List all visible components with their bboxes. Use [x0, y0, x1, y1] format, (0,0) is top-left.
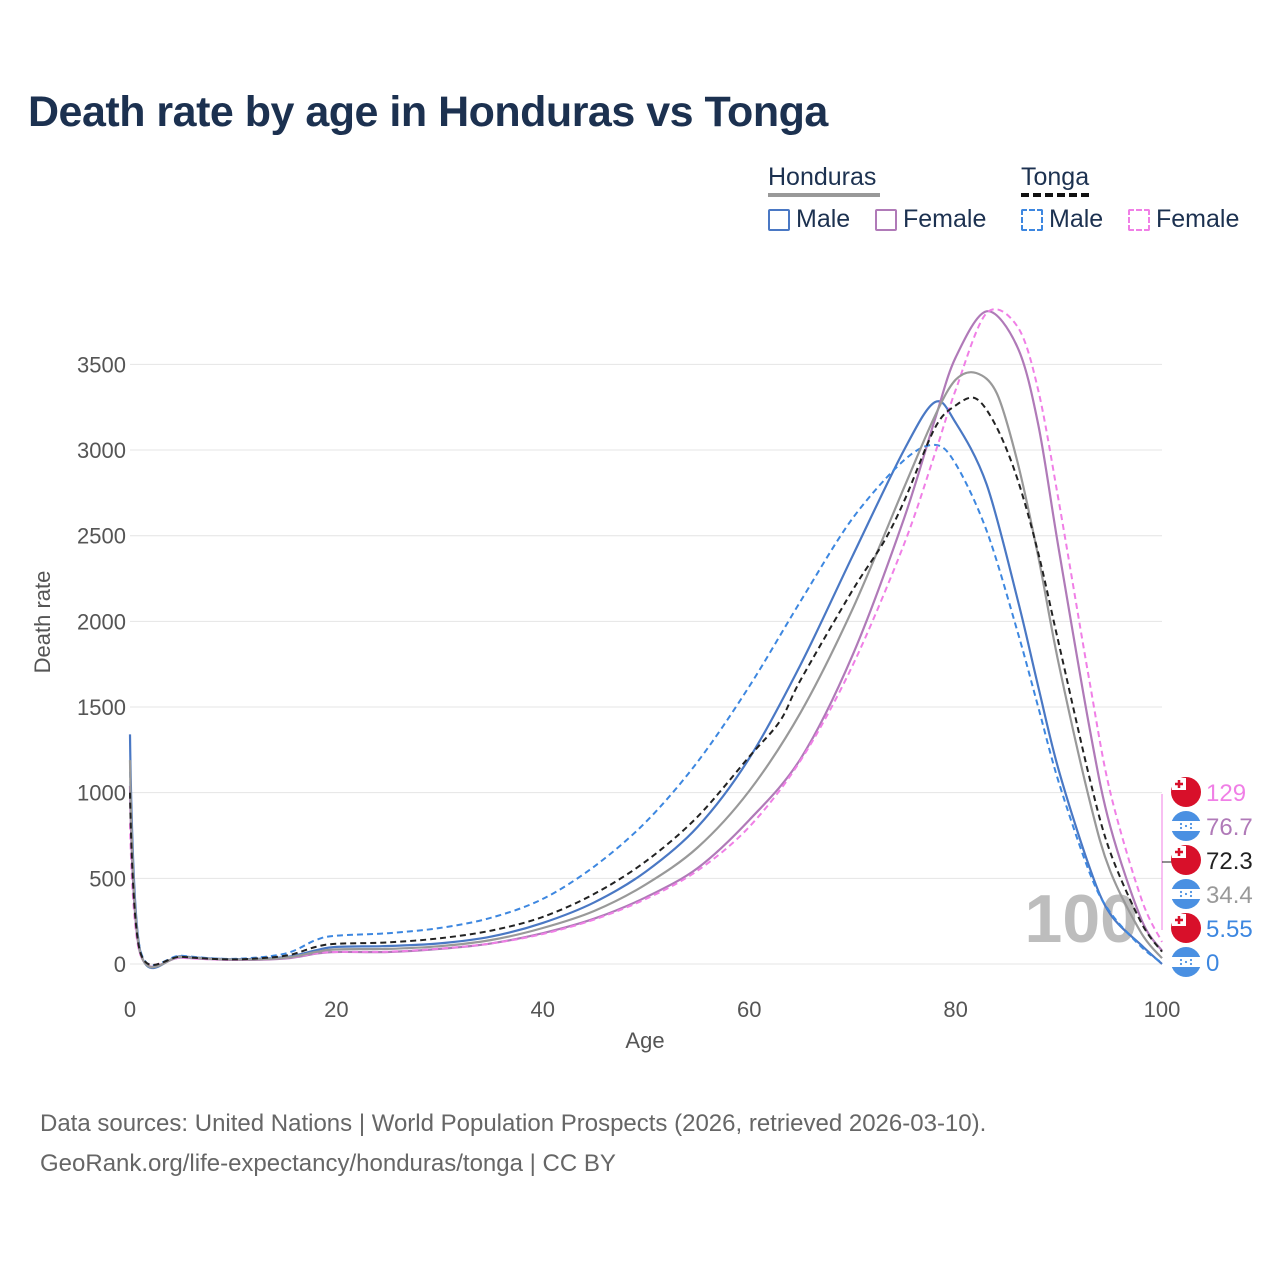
y-tick-label: 1000 [77, 781, 126, 806]
y-tick-label: 3000 [77, 438, 126, 463]
x-axis-title: Age [625, 1028, 664, 1053]
end-label-value: 76.7 [1206, 814, 1253, 841]
legend-item-tonga-male[interactable]: Male [1021, 205, 1103, 234]
legend-line-tonga [1021, 193, 1089, 197]
y-tick-label: 500 [89, 866, 126, 891]
legend-swatch-honduras-female [875, 208, 897, 231]
footer-link[interactable]: GeoRank.org/life-expectancy/honduras/ton… [40, 1150, 616, 1177]
end-label-honduras: 0 [1171, 947, 1219, 977]
end-label-value: 129 [1206, 780, 1246, 807]
x-tick-label: 60 [737, 997, 761, 1022]
tonga-flag-cross [1175, 848, 1183, 856]
end-label-tonga: 5.55 [1171, 913, 1253, 943]
x-tick-label: 0 [124, 997, 136, 1022]
honduras-flag-star [1184, 824, 1188, 828]
series-line-tonga-male [129, 443, 1163, 967]
legend-group-tonga[interactable]: Tonga [1021, 163, 1089, 197]
honduras-flag-star [1179, 958, 1183, 962]
x-tick-label: 100 [1144, 997, 1181, 1022]
y-tick-label: 2500 [77, 524, 126, 549]
series-lines [128, 308, 1163, 970]
honduras-flag-star [1179, 962, 1183, 966]
end-label-value: 34.4 [1206, 882, 1253, 909]
honduras-flag-star [1189, 962, 1193, 966]
end-labels: 129 76.7 72.3 34.4 5.55 0 [1161, 777, 1253, 977]
x-tick-label: 20 [324, 997, 348, 1022]
honduras-flag-star [1189, 894, 1193, 898]
legend-line-honduras [768, 193, 880, 197]
honduras-flag-star [1184, 892, 1188, 896]
y-tick-label: 2000 [77, 609, 126, 634]
series-line-honduras-female [128, 310, 1163, 968]
series-line-tonga-average [129, 396, 1163, 966]
y-tick-label: 3500 [77, 352, 126, 377]
tonga-flag-cross [1175, 780, 1183, 788]
legend-swatch-tonga-male [1021, 208, 1043, 231]
end-label-tonga: 72.3 [1171, 845, 1253, 875]
y-tick-label: 0 [114, 952, 126, 977]
honduras-flag-star [1179, 822, 1183, 826]
honduras-flag-star [1189, 890, 1193, 894]
honduras-flag-star [1184, 960, 1188, 964]
legend-group-honduras[interactable]: Honduras [768, 163, 880, 197]
footer-sources: Data sources: United Nations | World Pop… [40, 1110, 987, 1137]
honduras-flag-star [1179, 890, 1183, 894]
legend-swatch-tonga-female [1128, 208, 1150, 231]
chart-title: Death rate by age in Honduras vs Tonga [28, 88, 828, 136]
legend-item-tonga-female[interactable]: Female [1128, 205, 1239, 234]
series-line-honduras-average [128, 371, 1163, 969]
y-axis-title: Death rate [30, 571, 55, 674]
honduras-flag-star [1189, 822, 1193, 826]
y-tick-label: 1500 [77, 695, 126, 720]
end-label-value: 72.3 [1206, 848, 1253, 875]
legend-swatch-honduras-male [768, 208, 790, 231]
age-watermark: 100 [1025, 881, 1138, 957]
series-line-tonga-female [129, 308, 1163, 966]
end-label-honduras: 34.4 [1171, 879, 1253, 909]
honduras-flag-star [1179, 894, 1183, 898]
end-label-value: 0 [1206, 950, 1219, 977]
honduras-flag-star [1189, 826, 1193, 830]
x-tick-label: 80 [943, 997, 967, 1022]
honduras-flag-star [1189, 958, 1193, 962]
honduras-flag-star [1179, 826, 1183, 830]
tonga-flag-cross [1175, 916, 1183, 924]
x-tick-label: 40 [531, 997, 555, 1022]
legend-item-honduras-female[interactable]: Female [875, 205, 986, 234]
legend-item-honduras-male[interactable]: Male [768, 205, 850, 234]
gridlines [130, 363, 1162, 965]
axis-ticks: 0 500 1000 1500 2000 2500 3000 3500 0 20 40 60 80 100 [77, 352, 1180, 1022]
end-label-value: 5.55 [1206, 916, 1253, 943]
end-label-tonga: 129 [1171, 777, 1246, 807]
end-label-honduras: 76.7 [1171, 811, 1253, 841]
